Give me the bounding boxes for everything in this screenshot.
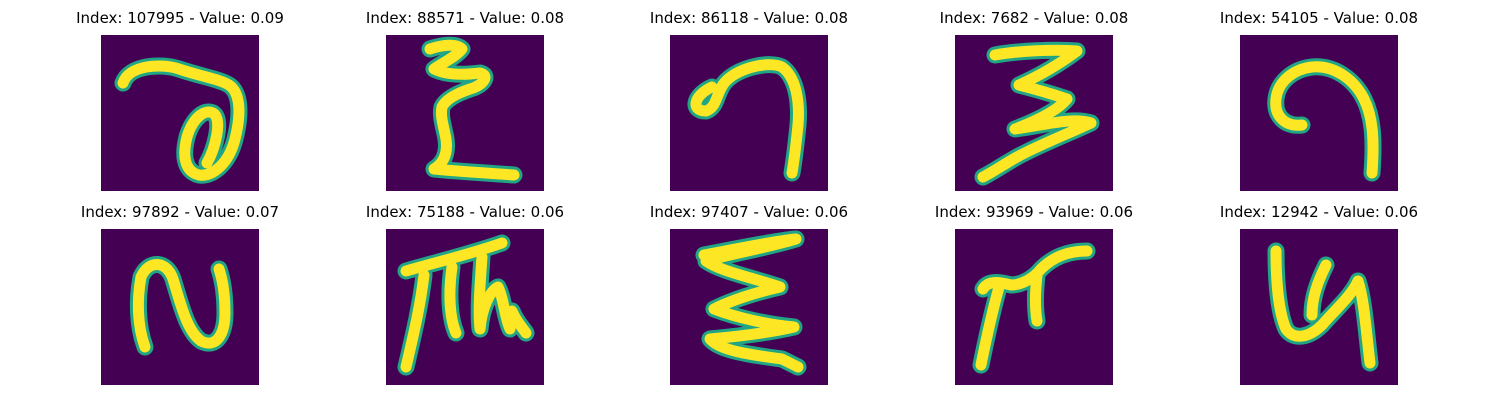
panel-title: Index: 93969 - Value: 0.06 (934, 203, 1134, 221)
glyph-image (670, 229, 828, 385)
image-panel-3: Index: 86118 - Value: 0.08 (619, 9, 879, 191)
panel-title: Index: 12942 - Value: 0.06 (1219, 203, 1419, 221)
glyph-image (386, 35, 544, 191)
image-panel-7: Index: 75188 - Value: 0.06 (335, 203, 595, 385)
panel-title: Index: 88571 - Value: 0.08 (365, 9, 565, 27)
image-panel-6: Index: 97892 - Value: 0.07 (50, 203, 310, 385)
glyph-image (101, 35, 259, 191)
glyph-image (1240, 229, 1398, 385)
image-panel-1: Index: 107995 - Value: 0.09 (50, 9, 310, 191)
image-panel-4: Index: 7682 - Value: 0.08 (904, 9, 1164, 191)
panel-title: Index: 7682 - Value: 0.08 (939, 9, 1129, 27)
panel-title: Index: 97407 - Value: 0.06 (649, 203, 849, 221)
glyph-image (1240, 35, 1398, 191)
panel-title: Index: 54105 - Value: 0.08 (1219, 9, 1419, 27)
image-panel-9: Index: 93969 - Value: 0.06 (904, 203, 1164, 385)
panel-title: Index: 107995 - Value: 0.09 (76, 9, 284, 27)
panel-title: Index: 75188 - Value: 0.06 (365, 203, 565, 221)
image-panel-2: Index: 88571 - Value: 0.08 (335, 9, 595, 191)
glyph-image (386, 229, 544, 385)
glyph-image (955, 229, 1113, 385)
image-panel-10: Index: 12942 - Value: 0.06 (1189, 203, 1449, 385)
glyph-image (101, 229, 259, 385)
glyph-image (955, 35, 1113, 191)
panel-title: Index: 86118 - Value: 0.08 (649, 9, 849, 27)
image-panel-8: Index: 97407 - Value: 0.06 (619, 203, 879, 385)
panel-title: Index: 97892 - Value: 0.07 (80, 203, 280, 221)
glyph-image (670, 35, 828, 191)
image-panel-5: Index: 54105 - Value: 0.08 (1189, 9, 1449, 191)
